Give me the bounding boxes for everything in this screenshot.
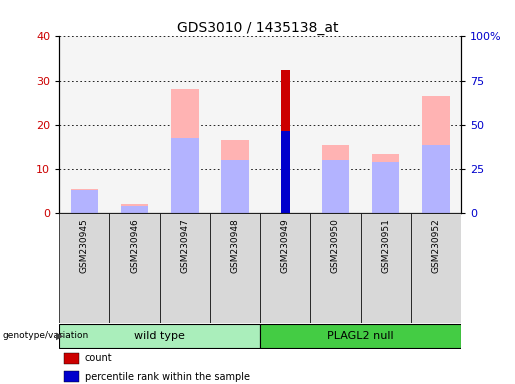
FancyBboxPatch shape (210, 213, 260, 323)
FancyBboxPatch shape (160, 213, 210, 323)
FancyBboxPatch shape (410, 213, 461, 323)
Bar (221, 140, 249, 213)
Bar (71, 190, 98, 213)
Bar (171, 138, 199, 213)
Text: percentile rank within the sample: percentile rank within the sample (85, 372, 250, 382)
Bar (281, 131, 290, 213)
Text: GSM230951: GSM230951 (381, 218, 390, 273)
Text: GSM230945: GSM230945 (80, 218, 89, 273)
Bar (422, 96, 450, 213)
Text: GSM230949: GSM230949 (281, 218, 289, 273)
FancyBboxPatch shape (59, 213, 109, 323)
Bar (71, 189, 98, 213)
Text: GDS3010 / 1435138_at: GDS3010 / 1435138_at (177, 21, 338, 35)
Bar (422, 145, 450, 213)
Bar (121, 204, 148, 213)
Bar (121, 207, 148, 213)
FancyBboxPatch shape (360, 213, 410, 323)
Bar (281, 70, 290, 213)
Bar (59, 324, 260, 348)
Bar (221, 160, 249, 213)
Bar (321, 145, 349, 213)
Text: genotype/variation: genotype/variation (3, 331, 89, 341)
Text: wild type: wild type (134, 331, 185, 341)
Bar (260, 324, 461, 348)
Text: ▶: ▶ (56, 331, 63, 341)
Text: count: count (85, 353, 113, 363)
Text: PLAGL2 null: PLAGL2 null (327, 331, 394, 341)
Text: GSM230947: GSM230947 (180, 218, 189, 273)
Bar (321, 160, 349, 213)
Bar (171, 89, 199, 213)
Text: GSM230952: GSM230952 (432, 218, 440, 273)
FancyBboxPatch shape (260, 213, 310, 323)
Text: GSM230948: GSM230948 (231, 218, 239, 273)
Bar (372, 162, 400, 213)
FancyBboxPatch shape (310, 213, 360, 323)
Text: GSM230950: GSM230950 (331, 218, 340, 273)
FancyBboxPatch shape (109, 213, 160, 323)
Bar (372, 154, 400, 213)
Text: GSM230946: GSM230946 (130, 218, 139, 273)
